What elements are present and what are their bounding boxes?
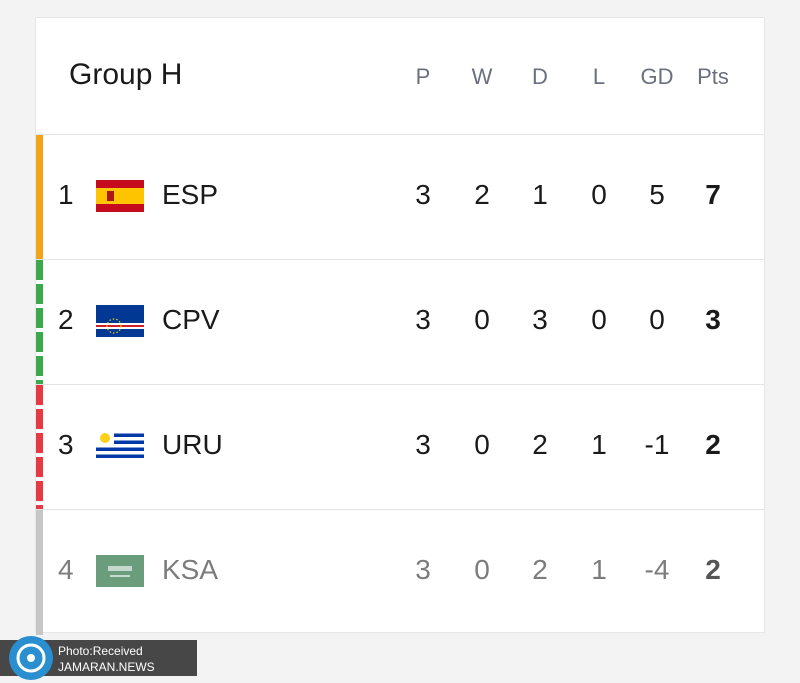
stat-cell: 7 [705, 179, 721, 210]
stat-cell: 0 [591, 304, 607, 335]
table-row: 1 ESP 3 2 1 0 5 7 [36, 134, 764, 260]
stat-cell: 5 [649, 179, 665, 210]
column-header: W [471, 64, 493, 89]
stat-cell: 0 [474, 554, 490, 585]
table-row: 2 CPV 3 0 3 0 0 3 [36, 259, 764, 385]
stat-cell: 2 [705, 554, 721, 585]
team-name: CPV [162, 304, 220, 335]
stat-cell: 0 [649, 304, 665, 335]
stat-cell: 2 [532, 429, 548, 460]
stat-cell: 2 [474, 179, 490, 210]
team-name: URU [162, 429, 223, 460]
rank: 4 [58, 554, 74, 585]
status-indicator [36, 510, 43, 635]
team-flag [96, 180, 144, 217]
rank: 2 [58, 304, 74, 335]
team-name: ESP [162, 179, 219, 210]
stat-cell: 0 [474, 429, 490, 460]
stat-cell: 2 [705, 429, 721, 460]
standings-card: Group H P W D L GD Pts 1 ESP 3 2 1 0 5 7 2 CPV 3 0 3 0 0 3 3 UR… [35, 17, 765, 635]
stat-cell: 3 [532, 304, 548, 335]
stat-cell: 0 [591, 179, 607, 210]
table-row: 3 URU 3 0 2 1 -1 2 [36, 384, 764, 510]
stat-cell: 1 [591, 429, 607, 460]
stat-cell: 1 [591, 554, 607, 585]
team-flag [96, 430, 144, 467]
watermark-line: JAMARAN.NEWS [58, 660, 155, 674]
column-header: P [415, 64, 431, 89]
flag-image [96, 555, 144, 587]
status-indicator [36, 135, 43, 260]
flag-image [96, 180, 144, 212]
stat-cell: 3 [415, 179, 431, 210]
column-header: Pts [697, 64, 729, 89]
stat-cell: 3 [415, 429, 431, 460]
stat-cell: 0 [474, 304, 490, 335]
status-indicator [36, 385, 43, 510]
stat-cell: -1 [644, 429, 670, 460]
rank: 1 [58, 179, 74, 210]
watermark: Photo:Received JAMARAN.NEWS [0, 636, 197, 680]
column-header: GD [640, 64, 674, 89]
watermark-logo [9, 636, 53, 680]
stat-cell: 3 [415, 554, 431, 585]
column-header: D [532, 64, 548, 89]
stat-cell: 1 [532, 179, 548, 210]
table-row: 4 KSA 3 0 2 1 -4 2 [36, 509, 764, 635]
status-indicator [36, 260, 43, 385]
stat-cell: 3 [415, 304, 431, 335]
team-flag [96, 555, 144, 592]
stat-cell: 2 [532, 554, 548, 585]
flag-image [96, 430, 144, 462]
team-flag [96, 305, 144, 342]
stat-cell: -4 [644, 554, 670, 585]
stat-cell: 3 [705, 304, 721, 335]
watermark-line: Photo:Received [58, 644, 143, 658]
column-header: L [592, 64, 606, 89]
group-title: Group H [69, 58, 183, 91]
rank: 3 [58, 429, 74, 460]
team-name: KSA [162, 554, 219, 585]
flag-image [96, 305, 144, 337]
